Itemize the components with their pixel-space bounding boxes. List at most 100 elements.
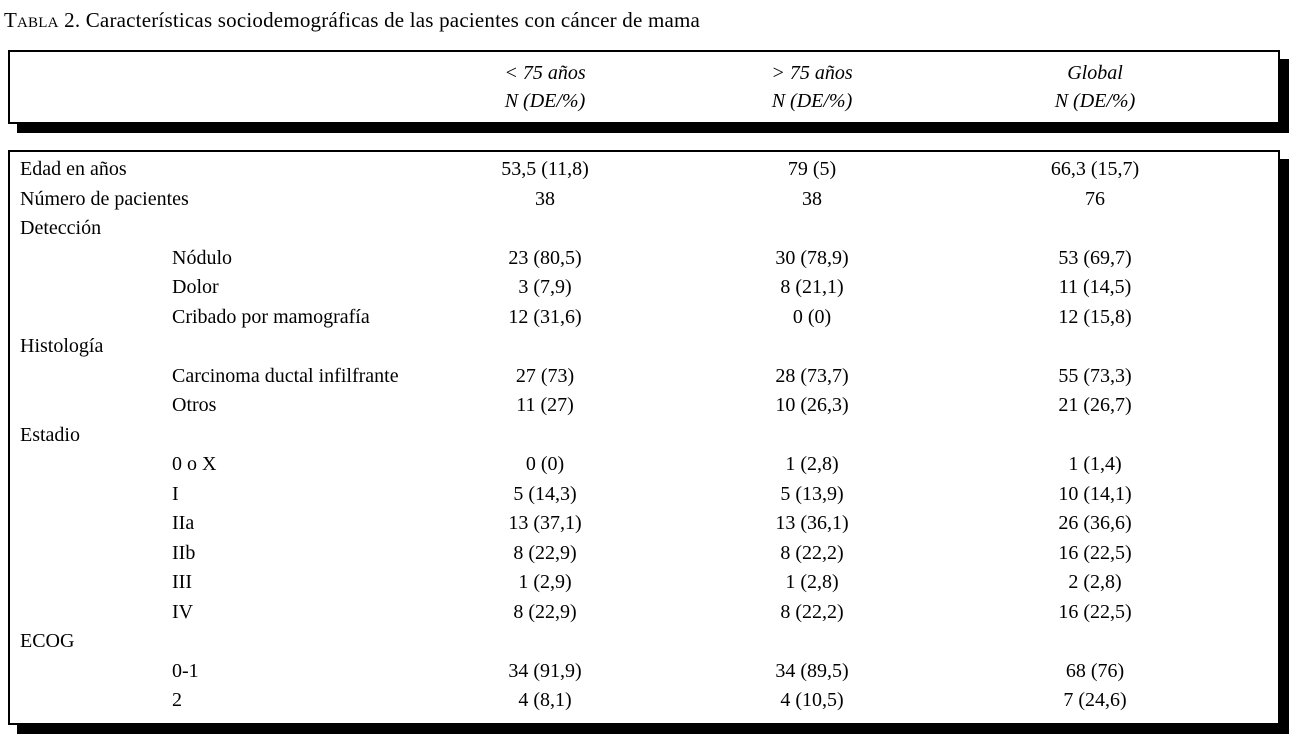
cell-value: 2 (2,8) <box>1068 571 1122 593</box>
table-row: 0 o X 0 (0) 1 (2,8) 1 (1,4) <box>10 450 1278 480</box>
table-row: Detección <box>10 214 1278 244</box>
cell-value: 8 (22,9) <box>513 600 577 623</box>
row-label: Dolor <box>172 276 219 298</box>
row-label: Nódulo <box>172 246 232 269</box>
cell-value: 16 (22,5) <box>1058 541 1132 564</box>
cell-value <box>410 332 680 362</box>
cell-value <box>680 214 944 244</box>
cell-value: 11 (27) <box>516 394 574 416</box>
table-row: Nódulo 23 (80,5) 30 (78,9) 53 (69,7) <box>10 244 1278 274</box>
row-label-cell: Detección <box>10 214 410 244</box>
cell-value: 13 (36,1) <box>775 512 849 534</box>
table-row: III 1 (2,9) 1 (2,8) 2 (2,8) <box>10 568 1278 598</box>
spacer-cell <box>1246 303 1278 333</box>
cell-value: 4 (10,5) <box>780 689 844 711</box>
row-label-cell: IIa <box>10 509 410 539</box>
spacer-cell <box>1246 155 1278 185</box>
cell-value: 53 (69,7) <box>1058 246 1132 269</box>
spacer-cell <box>1246 598 1278 628</box>
cell-value: 13 (37,1) <box>508 512 582 534</box>
spacer-cell <box>1246 657 1278 687</box>
table-row: ECOG <box>10 627 1278 657</box>
data-grid: Edad en años 53,5 (11,8) 79 (5) 66,3 (15… <box>10 155 1278 716</box>
spacer-cell <box>1246 273 1278 303</box>
cell-value: 1 (2,9) <box>518 571 572 593</box>
row-label: Otros <box>172 394 217 416</box>
row-label-cell: 0-1 <box>10 657 410 687</box>
row-label-cell: Nódulo <box>10 244 410 274</box>
spacer-cell <box>1246 539 1278 569</box>
cell-value: 3 (7,9) <box>518 276 572 298</box>
table-caption: Tabla 2. Características sociodemográfic… <box>4 8 700 33</box>
cell-value: 1 (2,8) <box>785 453 839 475</box>
row-label-cell: 2 <box>10 686 410 716</box>
table-body-box: Edad en años 53,5 (11,8) 79 (5) 66,3 (15… <box>8 150 1280 725</box>
row-label-cell: IIb <box>10 539 410 569</box>
cell-value: 38 <box>535 187 555 210</box>
row-label: IIb <box>172 541 196 564</box>
cell-value: 38 <box>802 187 822 210</box>
cell-value: 5 (14,3) <box>513 482 577 505</box>
cell-value <box>680 421 944 451</box>
cell-value: 23 (80,5) <box>508 246 582 269</box>
row-label-cell: Cribado por mamografía <box>10 303 410 333</box>
row-label-cell: 0 o X <box>10 450 410 480</box>
row-label-cell: ECOG <box>10 627 410 657</box>
table-rows: Edad en años 53,5 (11,8) 79 (5) 66,3 (15… <box>10 155 1278 716</box>
row-label-cell: I <box>10 480 410 510</box>
row-label: Estadio <box>20 423 80 446</box>
row-label-cell: Dolor <box>10 273 410 303</box>
cell-value: 26 (36,6) <box>1058 512 1132 534</box>
table-row: Cribado por mamografía 12 (31,6) 0 (0) 1… <box>10 303 1278 333</box>
row-label: Número de pacientes <box>20 187 189 210</box>
cell-value: 16 (22,5) <box>1058 600 1132 623</box>
cell-value: 4 (8,1) <box>518 689 572 711</box>
table-row: Histología <box>10 332 1278 362</box>
cell-value <box>944 214 1246 244</box>
header-empty-cell <box>10 59 410 115</box>
column-header-under-75: < 75 años N (DE/%) <box>410 59 680 115</box>
cell-value: 55 (73,3) <box>1058 364 1132 387</box>
spacer-cell <box>1246 391 1278 421</box>
row-label-cell: Histología <box>10 332 410 362</box>
cell-value: 10 (26,3) <box>775 394 849 416</box>
cell-value: 34 (89,5) <box>775 659 849 682</box>
table-row: I 5 (14,3) 5 (13,9) 10 (14,1) <box>10 480 1278 510</box>
spacer-cell <box>1246 214 1278 244</box>
cell-value: 66,3 (15,7) <box>1050 158 1140 180</box>
cell-value <box>680 627 944 657</box>
cell-value: 68 (76) <box>1065 659 1125 682</box>
column-header-line2: N (DE/%) <box>771 90 853 112</box>
row-label: Detección <box>20 217 102 239</box>
spacer-cell <box>1246 627 1278 657</box>
cell-value <box>410 627 680 657</box>
cell-value: 76 <box>1085 187 1105 210</box>
cell-value <box>944 421 1246 451</box>
table-caption-label: Tabla <box>4 8 59 32</box>
row-label: 0-1 <box>172 659 199 682</box>
spacer-cell <box>1246 362 1278 392</box>
cell-value: 11 (14,5) <box>1058 276 1132 298</box>
row-label: III <box>172 571 192 593</box>
column-header-line2: N (DE/%) <box>504 90 586 112</box>
row-label-cell: Edad en años <box>10 155 410 185</box>
spacer-cell <box>1246 244 1278 274</box>
cell-value: 8 (21,1) <box>780 276 844 298</box>
table-row: 2 4 (8,1) 4 (10,5) 7 (24,6) <box>10 686 1278 716</box>
cell-value: 79 (5) <box>787 158 837 180</box>
cell-value <box>944 627 1246 657</box>
cell-value <box>410 214 680 244</box>
cell-value: 8 (22,2) <box>780 600 844 623</box>
cell-value <box>680 332 944 362</box>
table-row: IV 8 (22,9) 8 (22,2) 16 (22,5) <box>10 598 1278 628</box>
row-label-cell: IV <box>10 598 410 628</box>
spacer-cell <box>1246 59 1278 115</box>
row-label-cell: III <box>10 568 410 598</box>
row-label: I <box>172 482 179 505</box>
cell-value <box>944 332 1246 362</box>
cell-value: 28 (73,7) <box>775 364 849 387</box>
table-row: Otros 11 (27) 10 (26,3) 21 (26,7) <box>10 391 1278 421</box>
column-header-line1: > 75 años <box>771 62 853 84</box>
spacer-cell <box>1246 568 1278 598</box>
cell-value: 10 (14,1) <box>1058 482 1132 505</box>
